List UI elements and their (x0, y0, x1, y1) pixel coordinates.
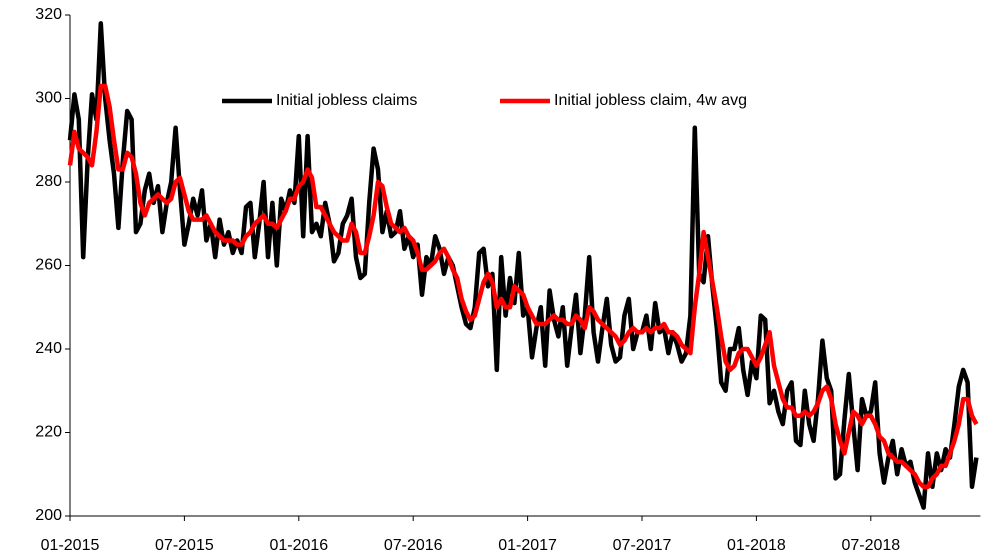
x-tick-label: 07-2018 (841, 537, 900, 554)
y-tick-label: 240 (35, 340, 62, 357)
y-tick-label: 320 (35, 6, 62, 23)
series-line (67, 83, 979, 490)
x-tick-label: 01-2017 (498, 537, 557, 554)
series-line (67, 21, 979, 510)
y-tick-label: 260 (35, 257, 62, 274)
legend-label: Initial jobless claim, 4w avg (554, 92, 747, 109)
x-tick-label: 01-2015 (41, 537, 100, 554)
y-tick-label: 280 (35, 173, 62, 190)
x-tick-label: 07-2016 (384, 537, 443, 554)
x-tick-label: 01-2018 (727, 537, 786, 554)
legend-label: Initial jobless claims (276, 92, 417, 109)
y-tick-label: 220 (35, 424, 62, 441)
x-tick-label: 07-2015 (155, 537, 214, 554)
y-tick-label: 200 (35, 507, 62, 524)
x-tick-label: 01-2016 (269, 537, 328, 554)
y-tick-label: 300 (35, 90, 62, 107)
x-tick-label: 07-2017 (613, 537, 672, 554)
